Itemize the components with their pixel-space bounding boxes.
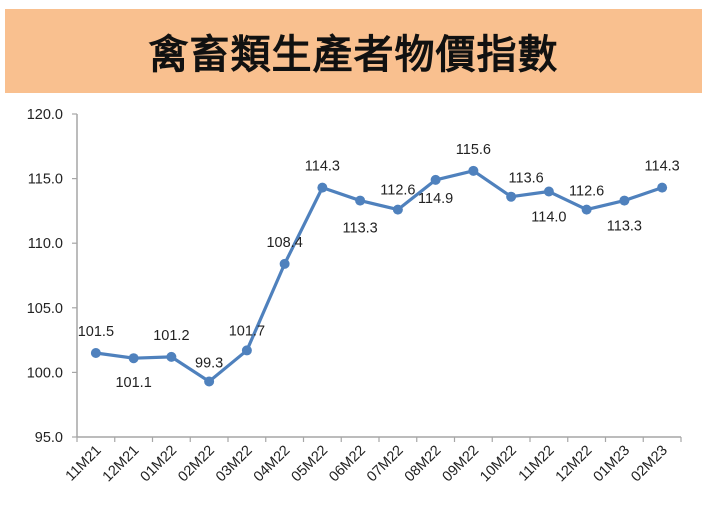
data-point [430, 174, 441, 185]
series-line [90, 165, 668, 387]
data-label: 99.3 [195, 355, 223, 371]
data-label: 114.3 [645, 159, 680, 175]
data-label: 115.6 [456, 142, 491, 158]
x-category-label: 03M22 [213, 443, 256, 486]
data-point [355, 195, 366, 206]
x-category-label: 08M22 [402, 443, 445, 486]
x-category-label: 12M21 [100, 443, 143, 486]
data-label: 113.3 [607, 219, 642, 235]
data-label: 108.4 [266, 235, 302, 251]
data-point [392, 204, 403, 215]
data-line [95, 169, 663, 384]
x-category-label: 05M22 [289, 443, 332, 486]
data-point [128, 353, 139, 364]
x-category-label: 11M22 [516, 443, 558, 485]
x-category-label: 12M22 [553, 443, 596, 486]
x-category-label: 07M22 [364, 443, 407, 486]
x-category-label: 11M21 [63, 443, 105, 485]
data-label: 112.6 [569, 184, 604, 200]
data-point [204, 376, 215, 387]
data-point [279, 258, 290, 269]
data-point [657, 182, 668, 193]
data-point [543, 186, 554, 197]
x-category-label: 01M23 [591, 443, 634, 486]
y-tick-label: 115.0 [28, 172, 63, 188]
data-point [619, 195, 630, 206]
data-point [581, 204, 592, 215]
data-labels: 101.5 101.1 101.2 99.3 101.7 108.4 114.3 113.3 1… [78, 142, 680, 391]
data-label: 113.6 [509, 171, 544, 187]
data-label: 112.6 [380, 183, 415, 199]
data-point [241, 345, 252, 356]
data-label: 101.7 [229, 323, 265, 339]
axes: 95.0100.0105.0110.0115.0120.011M2112M210… [27, 107, 682, 486]
data-label: 101.5 [78, 324, 114, 340]
x-category-label: 02M22 [175, 443, 218, 486]
data-label: 113.3 [343, 221, 378, 237]
x-category-label: 04M22 [251, 443, 294, 486]
y-tick-label: 100.0 [27, 365, 63, 381]
data-label: 114.0 [531, 210, 566, 226]
y-tick-label: 95.0 [35, 430, 63, 446]
data-point [90, 348, 101, 359]
y-tick-label: 110.0 [28, 236, 63, 252]
data-point [506, 191, 517, 202]
data-point [166, 351, 177, 362]
data-point [468, 165, 479, 176]
x-category-label: 01M22 [138, 443, 181, 486]
data-label: 114.9 [418, 191, 453, 207]
data-point [317, 182, 328, 193]
x-category-label: 06M22 [326, 443, 369, 486]
y-tick-label: 120.0 [27, 107, 63, 123]
x-category-label: 09M22 [440, 443, 483, 486]
data-label: 101.1 [115, 375, 151, 391]
chart-title: 禽畜類生產者物價指數 [148, 32, 559, 78]
data-label: 101.2 [153, 328, 189, 344]
y-tick-label: 105.0 [27, 301, 63, 317]
title-banner: 禽畜類生產者物價指數 [5, 9, 702, 93]
x-category-label: 02M23 [628, 443, 671, 486]
x-category-label: 10M22 [477, 443, 520, 486]
data-label: 114.3 [305, 159, 340, 175]
